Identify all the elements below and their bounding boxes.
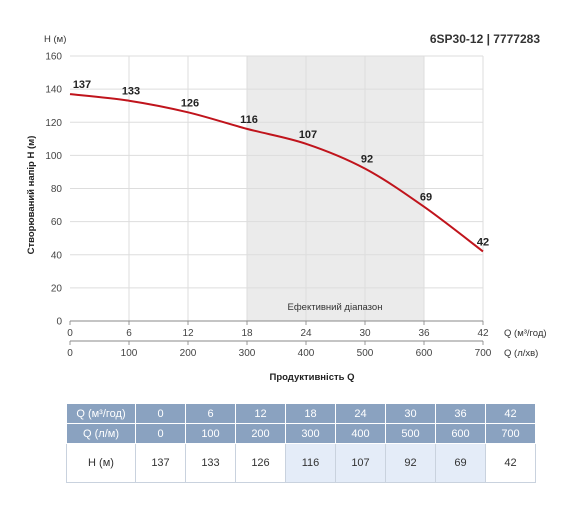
data-label: 107	[299, 129, 317, 141]
table-cell: 92	[385, 443, 436, 483]
table-cell: 18	[285, 403, 336, 424]
table-cell: 107	[335, 443, 386, 483]
y-tick-label: 140	[45, 85, 62, 96]
y-tick-label: 60	[51, 217, 63, 228]
performance-table: Q (м³/год) 0 6 12 18 24 30 36 42 Q (л/м) 0 100 200 30…	[66, 403, 536, 483]
y-tick-label: 40	[51, 250, 63, 261]
y-tick-label: 160	[45, 52, 62, 63]
data-label: 42	[477, 236, 489, 248]
x-tick-label-bottom: 600	[416, 348, 433, 359]
table-cell: 133	[185, 443, 236, 483]
row-label: H (м)	[66, 443, 136, 483]
chart-title: 6SP30-12 | 7777283	[430, 32, 540, 46]
table-cell: 500	[385, 423, 436, 444]
x-tick-label-top: 0	[67, 328, 73, 339]
y-axis-label: Створюваний напір H (м)	[26, 136, 37, 255]
x-tick-label-top: 18	[241, 328, 253, 339]
data-label: 69	[420, 192, 432, 204]
table-cell: 0	[135, 403, 186, 424]
table-cell: 700	[485, 423, 536, 444]
table-cell: 30	[385, 403, 436, 424]
x-tick-label-top: 30	[359, 328, 371, 339]
x-tick-label-top: 12	[182, 328, 194, 339]
x-tick-label-top: 36	[418, 328, 430, 339]
x-axis-unit-top: Q (м³/год)	[504, 328, 547, 339]
table-cell: 300	[285, 423, 336, 444]
table-cell: 12	[235, 403, 286, 424]
x-axis-label: Продуктивність Q	[269, 372, 354, 383]
table-row: H (м) 137 133 126 116 107 92 69 42	[66, 443, 536, 483]
table-cell: 137	[135, 443, 186, 483]
data-label: 137	[73, 79, 91, 91]
table-cell: 200	[235, 423, 286, 444]
table-cell: 42	[485, 443, 536, 483]
table-cell: 6	[185, 403, 236, 424]
table-cell: 0	[135, 423, 186, 444]
table-cell: 42	[485, 403, 536, 424]
y-tick-label: 80	[51, 184, 63, 195]
pump-curve-chart: 0204060801001201401600061001220018300244…	[26, 32, 547, 383]
y-tick-label: 20	[51, 283, 63, 294]
row-label: Q (м³/год)	[66, 403, 136, 424]
x-tick-label-bottom: 100	[121, 348, 138, 359]
table-row: Q (м³/год) 0 6 12 18 24 30 36 42	[66, 403, 536, 424]
table-cell: 116	[285, 443, 336, 483]
table-cell: 69	[435, 443, 486, 483]
table-cell: 126	[235, 443, 286, 483]
head-curve-line	[69, 93, 484, 253]
table-cell: 24	[335, 403, 386, 424]
table-row: Q (л/м) 0 100 200 300 400 500 600 700	[66, 423, 536, 444]
data-label: 116	[240, 114, 258, 126]
x-tick-label-bottom: 0	[67, 348, 73, 359]
y-tick-label: 120	[45, 118, 62, 129]
data-label: 126	[181, 97, 199, 109]
x-tick-label-top: 6	[126, 328, 132, 339]
x-tick-label-top: 42	[477, 328, 489, 339]
data-label: 133	[122, 86, 140, 98]
row-label: Q (л/м)	[66, 423, 136, 444]
x-tick-label-bottom: 500	[357, 348, 374, 359]
table-cell: 400	[335, 423, 386, 444]
table-cell: 100	[185, 423, 236, 444]
x-tick-label-bottom: 200	[180, 348, 197, 359]
data-label: 92	[361, 154, 373, 166]
y-axis-unit: H (м)	[44, 34, 66, 45]
x-tick-label-bottom: 300	[239, 348, 256, 359]
y-tick-label: 100	[45, 151, 62, 162]
x-tick-label-bottom: 400	[298, 348, 315, 359]
table-cell: 36	[435, 403, 486, 424]
x-tick-label-top: 24	[300, 328, 312, 339]
table-cell: 600	[435, 423, 486, 444]
efficient-range-label: Ефективний діапазон	[288, 302, 383, 313]
y-tick-label: 0	[56, 317, 62, 328]
x-tick-label-bottom: 700	[475, 348, 492, 359]
x-axis-unit-bottom: Q (л/хв)	[504, 348, 538, 359]
